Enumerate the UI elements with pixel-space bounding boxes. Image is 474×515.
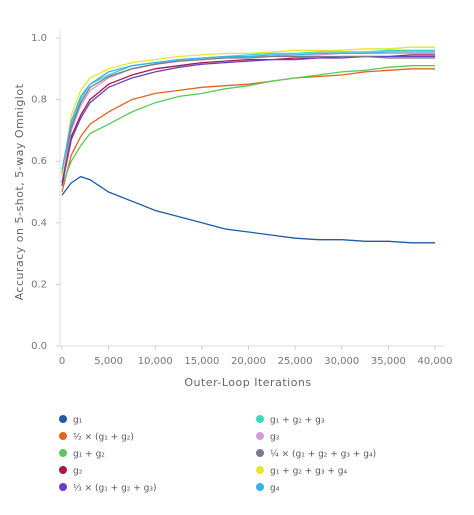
legend-label: g₄: [270, 484, 280, 494]
legend-marker: [256, 415, 264, 423]
y-tick-label: 0.2: [31, 279, 47, 290]
series-line: [61, 65, 435, 187]
y-tick-label: 1.0: [31, 33, 47, 44]
legend-label: g₁ + g₂ + g₃: [270, 416, 325, 426]
legend-label: ½ × (g₁ + g₂): [73, 433, 134, 443]
legend-label: ⅓ × (g₁ + g₂ + g₃): [73, 484, 157, 494]
legend-marker: [59, 483, 67, 491]
y-tick-label: 0.0: [31, 341, 47, 352]
y-axis-label: Accuracy on 5-shot, 5-way Omniglot: [13, 83, 26, 300]
x-tick-label: 10,000: [138, 356, 173, 367]
legend-label: g₃: [270, 433, 280, 443]
x-tick-label: 30,000: [324, 356, 359, 367]
y-tick-label: 0.6: [31, 156, 47, 167]
legend-label: g₁ + g₂ + g₃ + g₄: [270, 467, 347, 477]
legend-marker: [256, 466, 264, 474]
x-tick-label: 35,000: [371, 356, 406, 367]
series-line: [61, 175, 435, 244]
legend-marker: [59, 432, 67, 440]
series-line: [61, 55, 435, 174]
legend-label: ¼ × (g₁ + g₂ + g₃ + g₄): [270, 450, 376, 460]
x-tick-label: 25,000: [278, 356, 313, 367]
legend-marker: [59, 466, 67, 474]
legend-marker: [256, 483, 264, 491]
legend-marker: [256, 449, 264, 457]
series-line: [61, 68, 435, 193]
legend-marker: [256, 432, 264, 440]
x-tick-label: 5,000: [94, 356, 123, 367]
series-line: [61, 46, 435, 177]
x-tick-label: 15,000: [184, 356, 219, 367]
legend-marker: [59, 415, 67, 423]
y-tick-label: 0.8: [31, 95, 47, 106]
legend-marker: [59, 449, 67, 457]
x-tick-label: 40,000: [418, 356, 453, 367]
series-line: [61, 51, 435, 171]
legend-label: g₁ + g₂: [73, 450, 105, 460]
y-tick-label: 0.4: [31, 218, 47, 229]
x-axis-label: Outer-Loop Iterations: [184, 376, 311, 389]
series-line: [61, 55, 435, 186]
x-tick-label: 20,000: [231, 356, 266, 367]
legend-label: g₁: [73, 416, 83, 426]
legend-label: g₂: [73, 467, 83, 477]
x-tick-label: 0: [59, 356, 65, 367]
